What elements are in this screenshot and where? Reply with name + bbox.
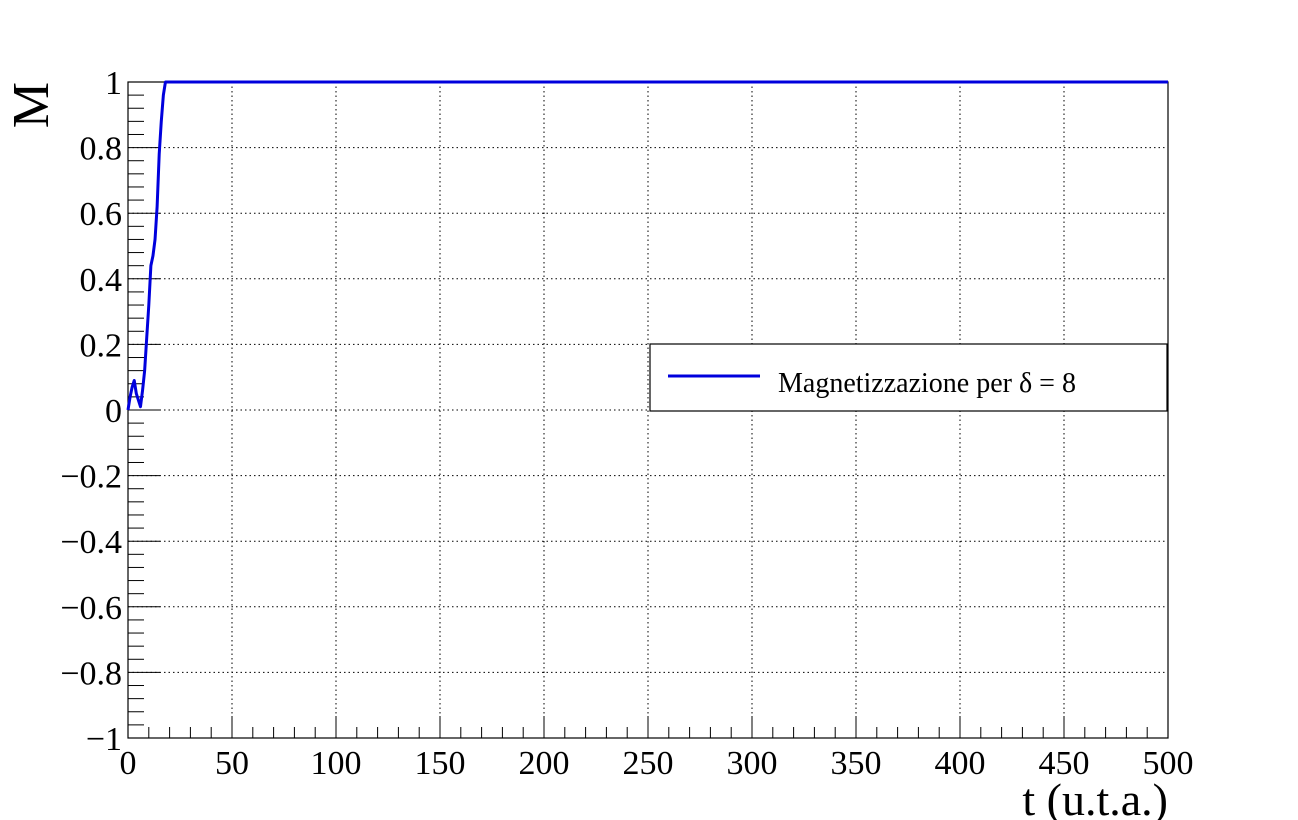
x-tick-label: 300 (727, 745, 778, 782)
x-tick-label: 250 (623, 745, 674, 782)
y-tick-label: −0.2 (60, 459, 122, 496)
y-tick-label: 0.6 (80, 196, 123, 233)
y-tick-label: −1 (86, 721, 122, 758)
y-tick-label: −0.6 (60, 590, 122, 627)
x-tick-label: 150 (415, 745, 466, 782)
y-tick-label: 0.4 (80, 262, 123, 299)
y-tick-label: −0.8 (60, 655, 122, 692)
y-axis-title: M (3, 82, 60, 128)
y-tick-label: 1 (105, 65, 122, 102)
x-tick-label: 100 (311, 745, 362, 782)
y-tick-label: 0 (105, 393, 122, 430)
legend: Magnetizzazione per δ = 8 (649, 343, 1168, 412)
legend-label: Magnetizzazione per δ = 8 (778, 368, 1076, 399)
y-tick-label: 0.2 (80, 327, 123, 364)
x-tick-label: 500 (1143, 745, 1194, 782)
y-tick-label: −0.4 (60, 524, 122, 561)
y-tick-labels: −1 −0.8 −0.6 −0.4 −0.2 0 0.2 0.4 0.6 0.8 1 (60, 65, 122, 758)
x-tick-label: 200 (519, 745, 570, 782)
x-tick-label: 450 (1039, 745, 1090, 782)
y-tick-label: 0.8 (80, 131, 123, 168)
grid (128, 82, 1168, 738)
x-tick-labels: 0 50 100 150 200 250 300 350 400 450 500 (120, 745, 1194, 782)
x-tick-label: 350 (831, 745, 882, 782)
series-line (126, 80, 1168, 411)
x-axis-title: t (u.t.a.) (1022, 774, 1168, 820)
x-tick-label: 400 (935, 745, 986, 782)
x-tick-label: 50 (215, 745, 249, 782)
tick-marks (127, 81, 1169, 739)
series-group (126, 80, 1168, 411)
x-tick-label: 0 (120, 745, 137, 782)
